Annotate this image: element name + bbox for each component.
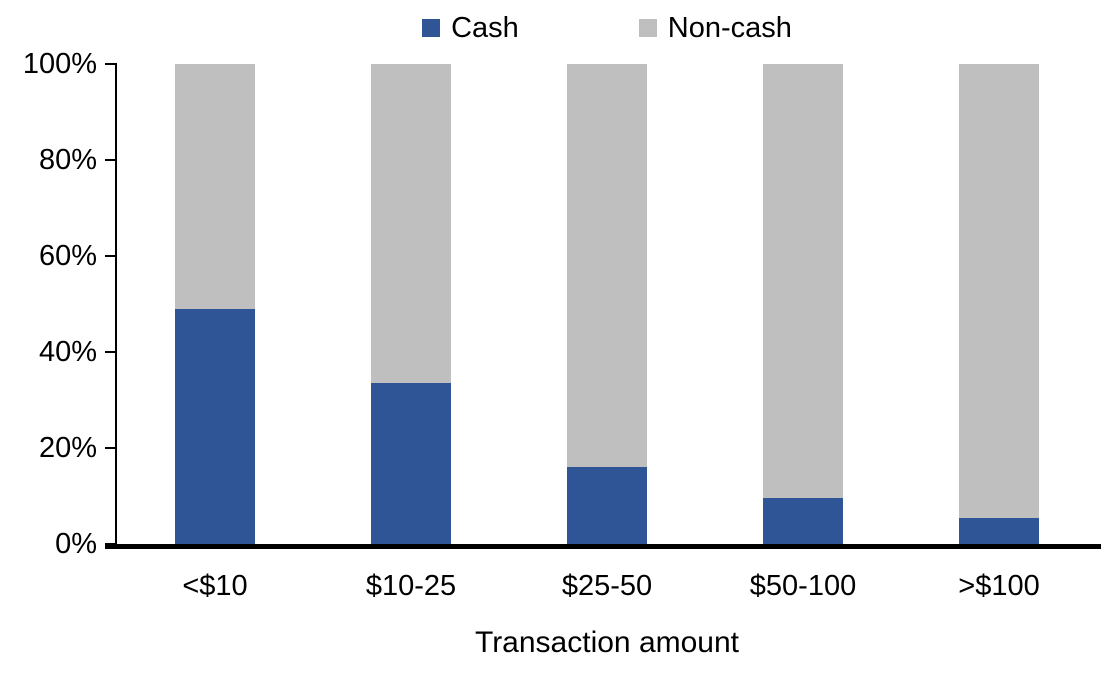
bar-segment-non-cash-25-50 <box>567 64 647 468</box>
y-axis-tick-label-100: 100% <box>22 48 97 80</box>
x-axis-labels: <$10 $10-25 $25-50 $50-100 >$100 <box>117 568 1097 604</box>
bar-group-50-100 <box>705 64 901 544</box>
x-axis-line <box>105 544 1101 549</box>
bar-segment-cash-100 <box>959 517 1039 544</box>
bar-50-100 <box>763 64 843 544</box>
y-axis-tick-label-80: 80% <box>38 144 97 176</box>
y-axis-tick-label-40: 40% <box>38 336 97 368</box>
bar-segment-cash-10-25 <box>371 383 451 544</box>
plot-area <box>117 64 1097 544</box>
legend: Cash Non-cash <box>117 6 1097 50</box>
y-axis-tick-label-20: 20% <box>38 432 97 464</box>
x-axis-category-label-50-100: $50-100 <box>749 570 857 602</box>
x-axis-category-label-100: >$100 <box>958 570 1040 602</box>
legend-swatch-icon-cash <box>422 19 441 37</box>
legend-item-cash: Cash <box>422 11 519 45</box>
legend-label-cash: Cash <box>451 12 519 44</box>
bar-segment-non-cash-10 <box>175 64 255 309</box>
bar-group-100 <box>901 64 1097 544</box>
bar-segment-non-cash-50-100 <box>763 64 843 499</box>
bar-segment-cash-10 <box>175 308 255 544</box>
bar-group-25-50 <box>509 64 705 544</box>
y-axis-tick-label-0: 0% <box>55 528 97 560</box>
bar-segment-cash-50-100 <box>763 498 843 544</box>
y-axis-line <box>115 63 117 546</box>
bar-group-10 <box>117 64 313 544</box>
y-axis-tick-mark <box>105 159 116 161</box>
y-axis-tick-mark <box>105 447 116 449</box>
bar-segment-non-cash-10-25 <box>371 64 451 384</box>
bar-segment-non-cash-100 <box>959 64 1039 518</box>
y-axis-tick-label-60: 60% <box>38 240 97 272</box>
y-axis-tick-mark <box>105 255 116 257</box>
y-axis-tick-mark <box>105 63 116 65</box>
legend-label-non-cash: Non-cash <box>667 12 792 44</box>
x-axis-category-label-25-50: $25-50 <box>561 570 653 602</box>
x-axis-category-label-10-25: $10-25 <box>365 570 457 602</box>
legend-swatch-icon-non-cash <box>638 19 657 37</box>
bar-group-10-25 <box>313 64 509 544</box>
x-axis-category-label-10: <$10 <box>182 570 248 602</box>
y-axis-tick-mark <box>105 351 116 353</box>
bar-segment-cash-25-50 <box>567 467 647 544</box>
bar-10 <box>175 64 255 544</box>
bar-10-25 <box>371 64 451 544</box>
legend-item-non-cash: Non-cash <box>638 11 792 45</box>
x-axis-title: Transaction amount <box>474 626 740 659</box>
bar-100 <box>959 64 1039 544</box>
bar-25-50 <box>567 64 647 544</box>
